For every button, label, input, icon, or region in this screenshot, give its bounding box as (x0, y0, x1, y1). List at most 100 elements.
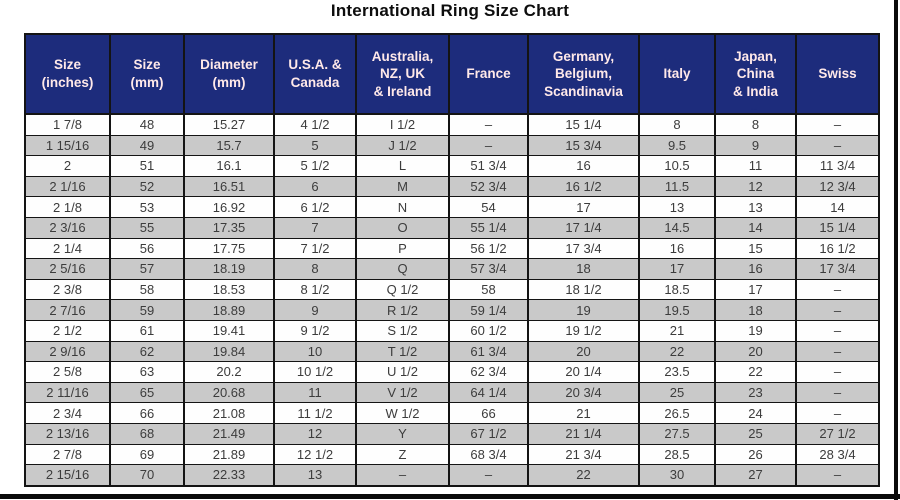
table-cell: 10 1/2 (273, 361, 357, 383)
table-cell: 17 3/4 (795, 258, 880, 280)
table-cell: 2 13/16 (24, 422, 111, 445)
table-cell: 18 (527, 258, 640, 280)
table-cell: 55 (109, 216, 185, 239)
table-cell: 62 (109, 340, 185, 363)
table-cell: 12 (714, 175, 797, 198)
table-cell: 63 (109, 361, 185, 383)
table-row: 2 13/16 68 21.49 12 Y 67 1/2 21 1/4 27.5 25 27 1/… (24, 422, 880, 445)
table-cell: – (795, 340, 880, 363)
table-cell: 18.89 (183, 299, 275, 321)
table-row: 2 1/2 61 19.41 9 1/2 S 1/2 60 1/2 19 1/2 21 19– (24, 319, 880, 342)
table-cell: 20 1/4 (527, 361, 640, 383)
table-cell: 2 5/8 (24, 361, 111, 383)
table-cell: 2 11/16 (24, 381, 111, 404)
table-cell: 19 1/2 (527, 319, 640, 342)
table-cell: – (795, 278, 880, 301)
table-cell: 9 1/2 (273, 319, 357, 342)
table-cell: 57 3/4 (448, 258, 529, 280)
table-cell: 13 (638, 196, 716, 218)
table-cell: 27 1/2 (795, 422, 880, 445)
table-cell: 60 1/2 (448, 319, 529, 342)
table-cell: 28.5 (638, 443, 716, 466)
table-cell: 8 1/2 (273, 278, 357, 301)
table-cell: 27 (714, 464, 797, 487)
column-header-4: Australia, NZ, UK & Ireland (355, 33, 450, 115)
table-cell: 65 (109, 381, 185, 404)
table-cell: 11 3/4 (795, 155, 880, 177)
table-cell: 21 (527, 402, 640, 424)
table-cell: S 1/2 (355, 319, 450, 342)
table-cell: 57 (109, 258, 185, 280)
table-cell: 18.5 (638, 278, 716, 301)
table-row: 2 11/16 65 20.68 11 V 1/2 64 1/4 20 3/4 25 23– (24, 381, 880, 404)
table-cell: 4 1/2 (273, 113, 357, 136)
table-cell: 2 1/4 (24, 237, 111, 260)
table-row: 2 1/16 52 16.51 6 M 52 3/4 16 1/2 11.5 12 12 3/4 (24, 175, 880, 198)
table-cell: – (795, 319, 880, 342)
table-cell: 68 3/4 (448, 443, 529, 466)
table-cell: – (448, 113, 529, 136)
table-cell: 12 3/4 (795, 175, 880, 198)
table-cell: 20 (527, 340, 640, 363)
table-row: 2 3/8 58 18.53 8 1/2 Q 1/2 58 18 1/2 18.5 17– (24, 278, 880, 301)
table-cell: 15 3/4 (527, 134, 640, 157)
ring-size-table: Size (inches) Size (mm) Diameter (mm) U.S.A… (24, 33, 880, 487)
table-cell: Q (355, 258, 450, 280)
table-cell: – (795, 113, 880, 136)
table-cell: 1 7/8 (24, 113, 111, 136)
table-row: 2 5/8 63 20.2 10 1/2 U 1/2 62 3/4 20 1/4 23.5 22… (24, 361, 880, 383)
table-cell: 2 1/2 (24, 319, 111, 342)
table-row: 2 5/16 57 18.19 8 Q 57 3/4 18 17 16 17 3/4 (24, 258, 880, 280)
table-cell: 58 (109, 278, 185, 301)
table-cell: J 1/2 (355, 134, 450, 157)
table-cell: 16.1 (183, 155, 275, 177)
table-cell: 5 1/2 (273, 155, 357, 177)
table-cell: 23 (714, 381, 797, 404)
table-cell: 17 1/4 (527, 216, 640, 239)
table-cell: P (355, 237, 450, 260)
table-cell: R 1/2 (355, 299, 450, 321)
table-row: 2 15/16 70 22.33 13– –22 30 27– (24, 464, 880, 487)
table-cell: 15.27 (183, 113, 275, 136)
table-cell: 53 (109, 196, 185, 218)
table-cell: M (355, 175, 450, 198)
table-cell: 66 (109, 402, 185, 424)
table-cell: O (355, 216, 450, 239)
table-cell: 21 3/4 (527, 443, 640, 466)
table-cell: 10 (273, 340, 357, 363)
table-cell: 26.5 (638, 402, 716, 424)
table-cell: 15 (714, 237, 797, 260)
table-cell: 16 1/2 (795, 237, 880, 260)
table-row: 2 1/8 53 16.92 6 1/2 N 54 17 13 13 14 (24, 196, 880, 218)
table-cell: – (448, 464, 529, 487)
table-cell: 14 (714, 216, 797, 239)
table-cell: 2 9/16 (24, 340, 111, 363)
table-cell: 13 (273, 464, 357, 487)
table-cell: – (355, 464, 450, 487)
table-cell: 16.92 (183, 196, 275, 218)
table-cell: 18 (714, 299, 797, 321)
table-cell: 17.75 (183, 237, 275, 260)
table-cell: I 1/2 (355, 113, 450, 136)
table-cell: 19 (714, 319, 797, 342)
table-cell: 18 1/2 (527, 278, 640, 301)
table-cell: 66 (448, 402, 529, 424)
table-cell: 52 3/4 (448, 175, 529, 198)
table-cell: 2 3/8 (24, 278, 111, 301)
table-cell: 8 (714, 113, 797, 136)
table-cell: 61 3/4 (448, 340, 529, 363)
column-header-8: Japan, China & India (714, 33, 797, 115)
table-cell: 56 1/2 (448, 237, 529, 260)
table-cell: 54 (448, 196, 529, 218)
table-cell: 68 (109, 422, 185, 445)
image-frame-bottom-line (0, 494, 900, 499)
table-cell: 19.5 (638, 299, 716, 321)
table-cell: 59 (109, 299, 185, 321)
table-cell: 21.89 (183, 443, 275, 466)
table-cell: 56 (109, 237, 185, 260)
table-cell: 59 1/4 (448, 299, 529, 321)
table-cell: 20.68 (183, 381, 275, 404)
table-cell: – (795, 381, 880, 404)
table-cell: 17.35 (183, 216, 275, 239)
table-cell: 30 (638, 464, 716, 487)
